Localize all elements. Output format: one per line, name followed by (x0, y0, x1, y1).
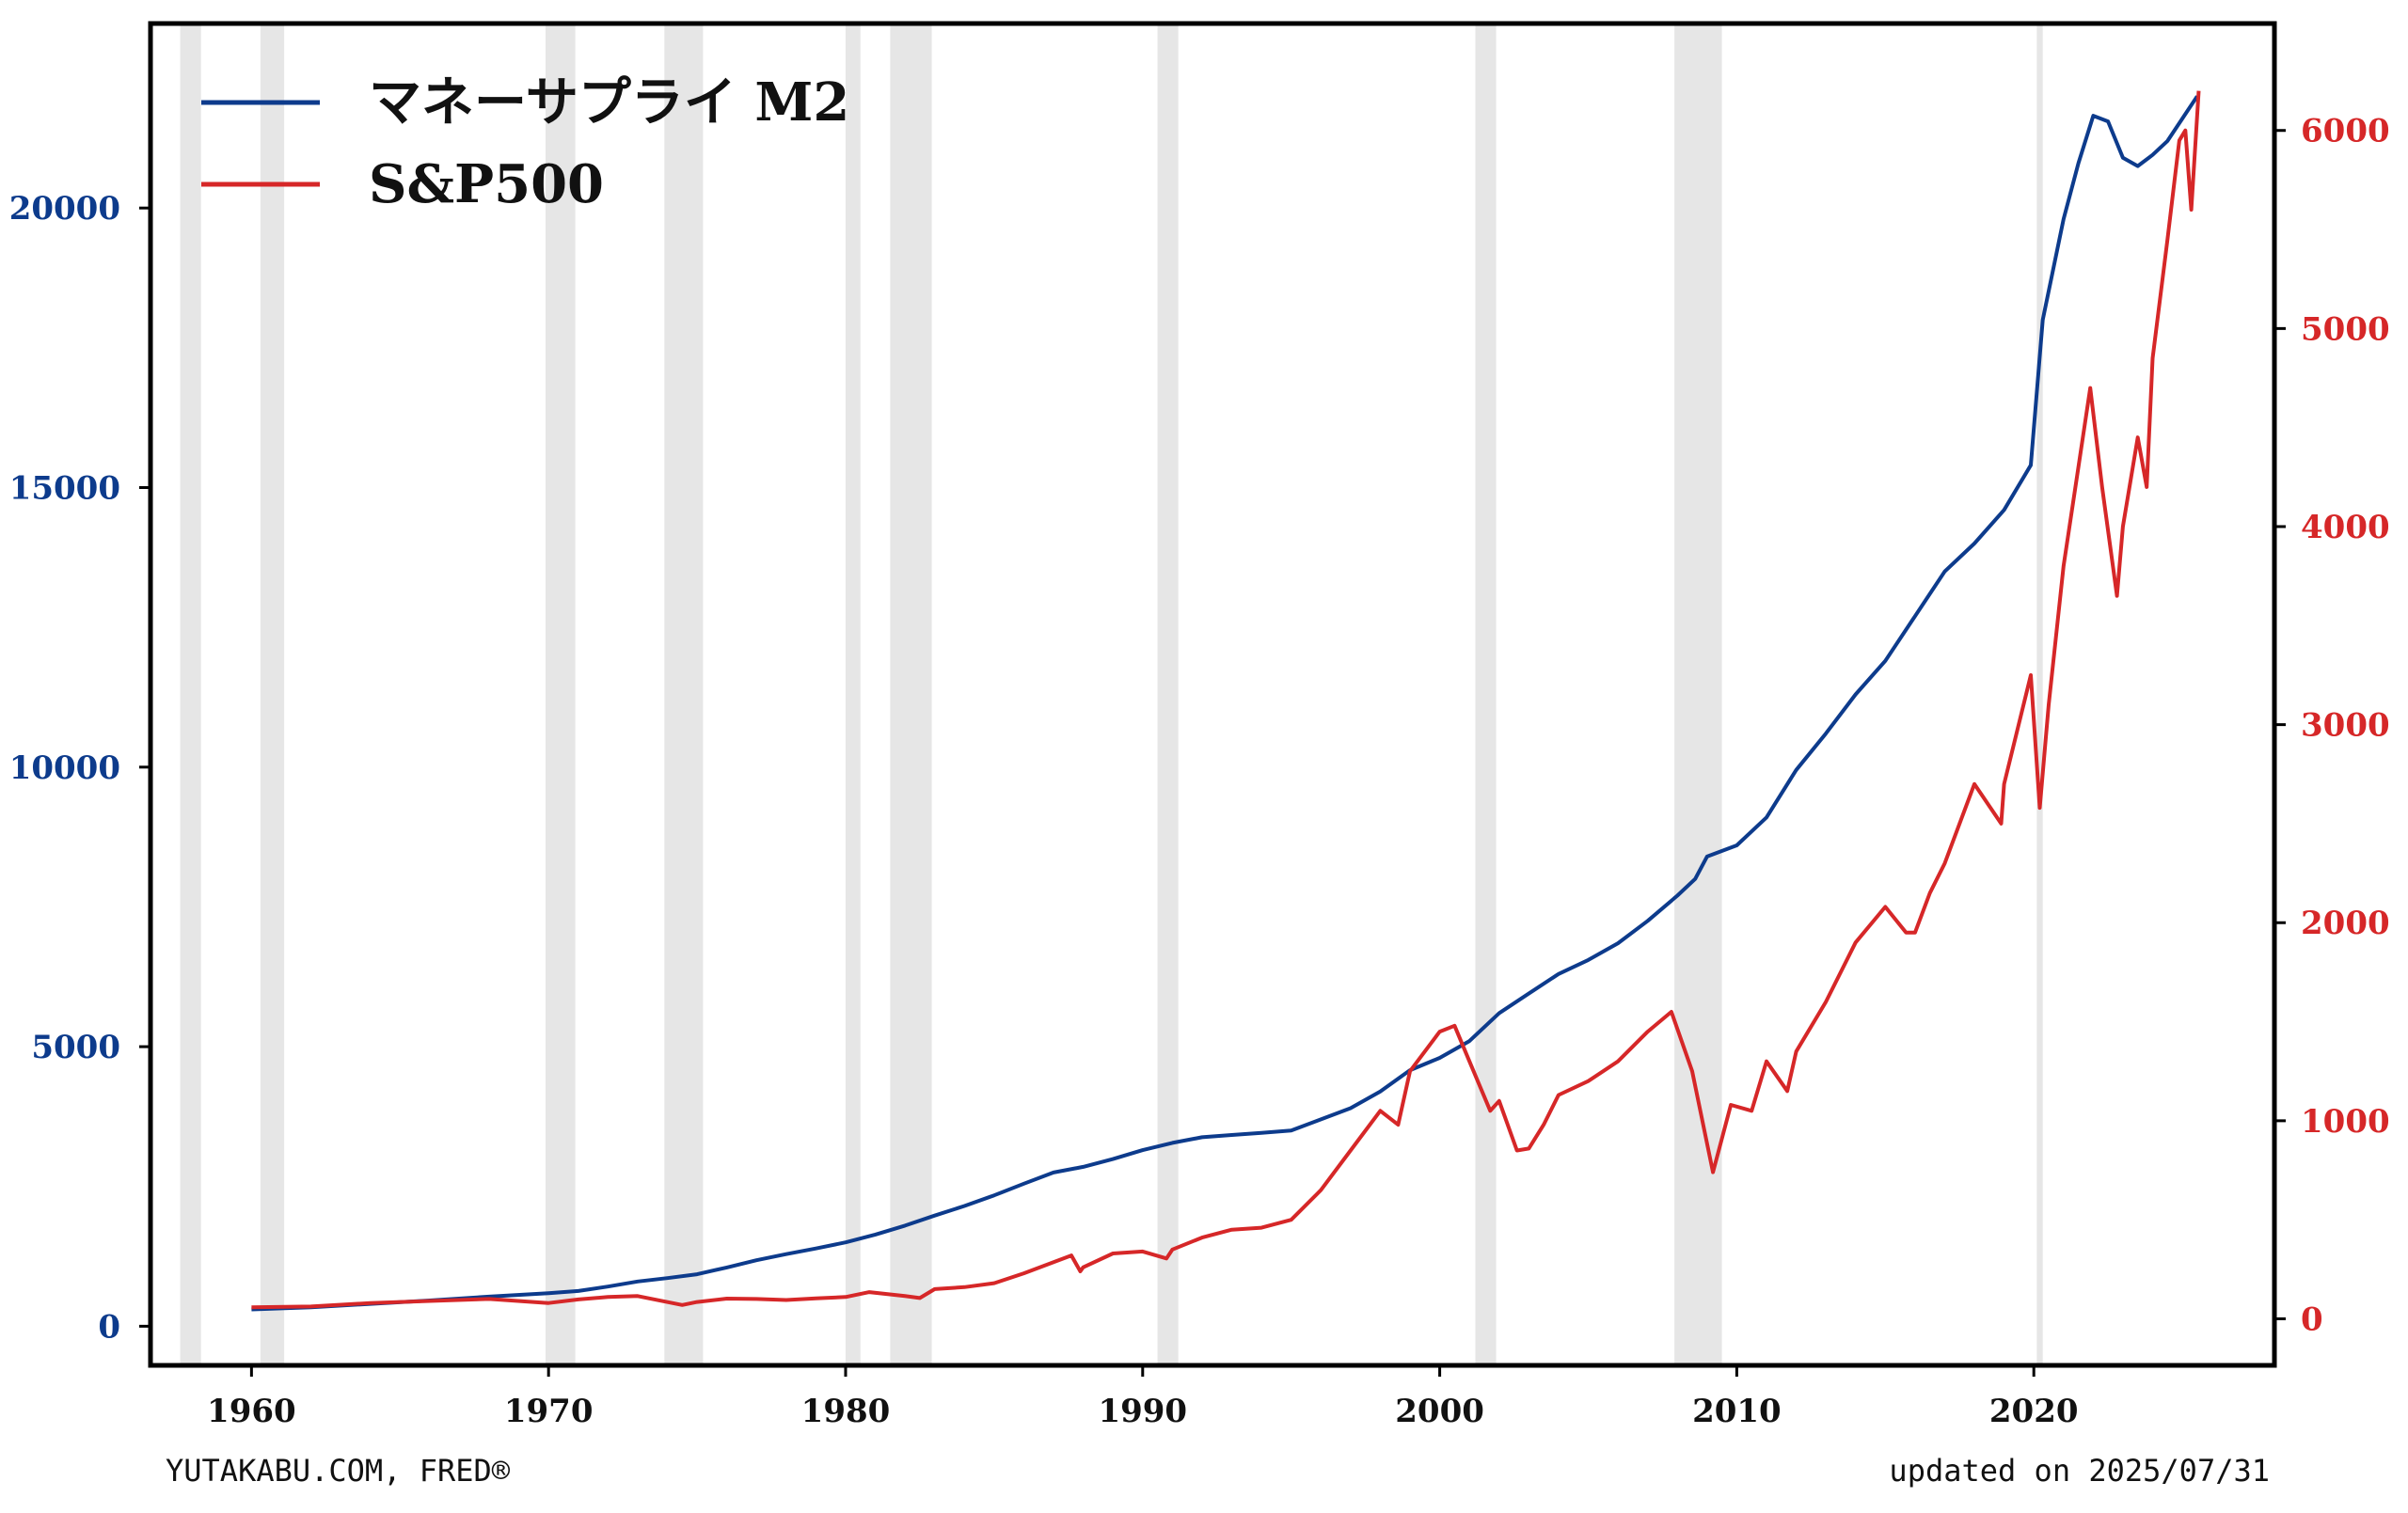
recession-band (546, 24, 576, 1365)
left-y-tick-label: 10000 (9, 749, 120, 787)
plot-frame (148, 21, 2277, 1368)
x-tick-label: 1990 (1098, 1393, 1187, 1430)
recession-band (180, 24, 201, 1365)
recession-band (1674, 24, 1722, 1365)
recession-band (2036, 24, 2043, 1365)
axis-ticks: 1960 1970 1980 1990 2000 2010 2020050001000015… (9, 113, 2390, 1430)
x-tick-label: 2000 (1395, 1393, 1484, 1430)
left-y-tick-label: 5000 (31, 1029, 120, 1066)
right-y-tick-label: 0 (2301, 1301, 2323, 1339)
right-y-tick-label: 2000 (2301, 905, 2390, 942)
x-tick-label: 1980 (801, 1393, 891, 1430)
recession-band (1157, 24, 1179, 1365)
source-credit: YUTAKABU.COM, FRED® (166, 1453, 511, 1489)
left-y-tick-label: 20000 (9, 190, 120, 228)
series-lines (251, 90, 2201, 1312)
x-tick-label: 2010 (1692, 1393, 1782, 1430)
x-tick-label: 1960 (207, 1393, 296, 1430)
right-y-tick-label: 6000 (2301, 113, 2390, 150)
series-line-sp500 (251, 90, 2201, 1310)
series-line-m2 (251, 95, 2199, 1312)
recession-band (260, 24, 285, 1365)
right-y-tick-label: 4000 (2301, 509, 2390, 546)
recession-band (664, 24, 704, 1365)
right-y-tick-label: 3000 (2301, 707, 2390, 745)
legend-sp500-label: S&P500 (369, 153, 604, 215)
right-y-tick-label: 1000 (2301, 1103, 2390, 1141)
x-tick-label: 1970 (504, 1393, 594, 1430)
recession-band (890, 24, 932, 1365)
x-tick-label: 2020 (1989, 1393, 2079, 1430)
left-y-tick-label: 0 (98, 1308, 120, 1346)
right-y-tick-label: 5000 (2301, 310, 2390, 348)
legend: マネーサプライ M2 S&P500 (201, 71, 849, 215)
recession-band (1475, 24, 1497, 1365)
left-y-tick-label: 15000 (9, 470, 120, 508)
recession-band (845, 24, 861, 1365)
recession-bands (180, 24, 2043, 1365)
legend-m2-label: マネーサプライ M2 (369, 71, 849, 134)
updated-date: updated on 2025/07/31 (1889, 1453, 2270, 1489)
